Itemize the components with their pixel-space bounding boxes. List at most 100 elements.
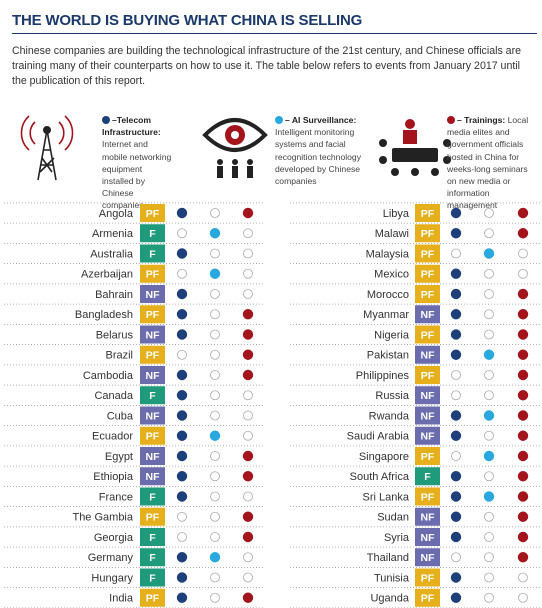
status-label: PF [421,491,435,503]
ai-dot [484,471,494,482]
status-label: F [149,228,156,240]
country-name: Malaysia [366,248,410,260]
status-label: PF [421,451,435,463]
trainings-dot [243,248,253,259]
country-name: Bangladesh [75,309,133,321]
status-label: F [149,552,156,564]
status-badge [415,487,440,506]
telecom-dot [450,410,462,421]
status-label: F [424,471,431,483]
status-badge [140,244,165,263]
country-name: Saudi Arabia [347,431,410,443]
ai-dot [210,491,220,502]
country-name: Thailand [367,552,409,564]
telecom-dot [451,552,461,563]
trainings-dot [243,289,253,299]
telecom-dot [176,592,188,603]
ai-dot [210,410,220,421]
status-badge [140,325,165,344]
ai-dot [484,390,494,401]
status-badge [415,507,440,526]
status-badge [140,285,165,303]
telecom-dot [451,451,461,461]
status-badge [140,386,165,405]
trainings-dot [243,491,253,502]
telecom-dot [176,572,188,583]
trainings-dot [242,511,254,522]
status-label: PF [146,269,160,281]
telecom-dot [451,390,461,401]
legend-telecom: –Telecom Infrastructure: Internet and mo… [102,114,174,212]
ai-dot [210,592,220,603]
status-badge [140,366,165,384]
status-label: F [149,390,156,402]
status-badge [140,568,165,587]
legend-description: Intelligent monitoring systems and facia… [275,127,361,187]
status-label: NF [421,532,436,544]
ai-dot [484,430,494,441]
status-badge [415,305,440,324]
telecom-dot [450,572,462,583]
country-name: Ethiopia [93,471,134,483]
ai-dot [210,572,220,583]
ai-dot [210,511,220,522]
trainings-dot [242,592,254,603]
telecom-dot [450,430,462,441]
status-badge [415,345,440,364]
ai-dot [484,572,494,583]
status-badge [140,548,165,567]
status-badge [415,366,440,384]
country-name: Brazil [105,350,133,362]
status-badge [140,305,165,324]
status-label: PF [421,572,435,584]
country-name: Singapore [359,451,409,463]
ai-dot [484,268,494,279]
status-badge [415,426,440,445]
telecom-dot [450,471,462,482]
telecom-dot [450,228,462,239]
country-name: Nigeria [374,329,410,341]
ai-dot [483,248,495,259]
legend-label: –Telecom Infrastructure: [102,115,161,138]
status-label: PF [146,593,160,605]
ai-dot [484,329,494,340]
status-badge [415,406,440,425]
ai-dot [210,471,220,482]
status-badge [140,345,165,364]
country-name: Rwanda [369,410,410,422]
legend-dot [275,116,283,124]
country-name: Ecuador [92,431,133,443]
country-name: The Gambia [72,512,133,524]
country-name: Bahrain [95,289,133,301]
status-badge [415,588,440,607]
telecom-dot [450,309,462,320]
ai-dot [484,552,494,563]
trainings-dot [517,531,529,543]
status-badge [415,447,440,465]
trainings-dot [517,410,529,421]
ai-dot [210,289,220,299]
trainings-dot [517,430,529,441]
status-label: NF [146,329,161,341]
status-label: PF [146,208,160,220]
trainings-dot [518,268,528,279]
trainings-dot [243,552,253,563]
intro: Chinese companies are building the techn… [12,45,521,87]
ai-dot [210,451,220,461]
country-name: Russia [375,390,410,402]
country-name: South Africa [350,471,410,483]
status-badge [415,548,440,567]
country-name: Malawi [375,228,409,240]
country-name: Hungary [91,572,133,584]
legend-label: – Trainings: [457,115,506,125]
status-badge [140,426,165,445]
country-name: Mexico [374,269,409,281]
trainings-dot [517,369,529,381]
status-label: F [149,491,156,503]
telecom-dot [176,248,188,259]
status-label: PF [421,329,435,341]
telecom-dot [450,268,462,279]
